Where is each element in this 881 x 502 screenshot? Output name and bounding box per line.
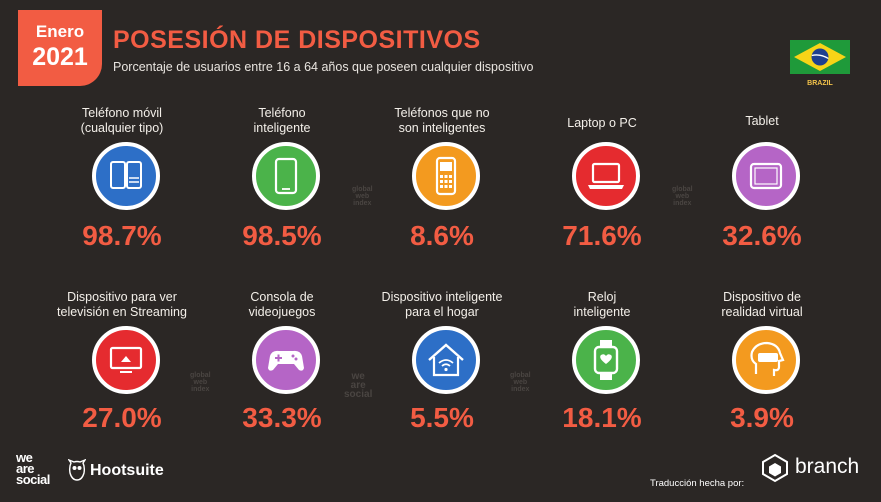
- device-label: Dispositivo inteligente para el hogar: [367, 290, 517, 320]
- hootsuite-logo: Hootsuite: [90, 462, 164, 480]
- country-label: BRAZIL: [790, 80, 850, 87]
- device-value: 8.6%: [367, 220, 517, 252]
- device-value: 71.6%: [527, 220, 677, 252]
- device-value: 18.1%: [527, 402, 677, 434]
- device-label: Consola de videojuegos: [207, 290, 357, 320]
- device-label: Teléfono móvil (cualquier tipo): [47, 106, 197, 136]
- smartwatch-icon: [572, 326, 640, 394]
- mobile-phones-icon: [92, 142, 160, 210]
- device-item-laptop: Laptop o PC 71.6%: [527, 106, 677, 256]
- vr-headset-icon: [732, 326, 800, 394]
- hootsuite-owl-icon: [68, 459, 86, 481]
- device-label: Dispositivo de realidad virtual: [687, 290, 837, 320]
- streaming-tv-icon: [92, 326, 160, 394]
- page-title: POSESIÓN DE DISPOSITIVOS: [113, 26, 481, 55]
- device-item-vr: Dispositivo de realidad virtual 3.9%: [687, 290, 837, 440]
- credit-text: Traducción hecha por:: [650, 478, 744, 489]
- device-item-smartphone: Teléfono inteligente 98.5%: [207, 106, 357, 256]
- branch-logo-icon: [760, 453, 790, 483]
- watermark-was: we are social: [344, 372, 372, 399]
- brazil-flag-icon: [790, 40, 850, 74]
- device-value: 98.7%: [47, 220, 197, 252]
- device-label: Teléfono inteligente: [207, 106, 357, 136]
- device-value: 27.0%: [47, 402, 197, 434]
- device-value: 33.3%: [207, 402, 357, 434]
- device-label: Tablet: [687, 114, 837, 129]
- device-value: 98.5%: [207, 220, 357, 252]
- device-value: 5.5%: [367, 402, 517, 434]
- device-label: Dispositivo para ver televisión en Strea…: [47, 290, 197, 320]
- smartphone-icon: [252, 142, 320, 210]
- watermark-gwi: global web index: [190, 372, 211, 393]
- device-item-tablet: Tablet 32.6%: [687, 106, 837, 256]
- smart-home-icon: [412, 326, 480, 394]
- branch-logo: branch: [795, 455, 859, 479]
- device-item-streaming: Dispositivo para ver televisión en Strea…: [47, 290, 197, 440]
- device-item-feature-phone: Teléfonos que no son inteligentes 8.6%: [367, 106, 517, 256]
- device-item-smart-home: Dispositivo inteligente para el hogar 5.…: [367, 290, 517, 440]
- laptop-icon: [572, 142, 640, 210]
- device-item-console: Consola de videojuegos 33.3%: [207, 290, 357, 440]
- watermark-gwi: global web index: [672, 186, 693, 207]
- watermark-gwi: global web index: [352, 186, 373, 207]
- game-controller-icon: [252, 326, 320, 394]
- watermark-gwi: global web index: [510, 372, 531, 393]
- device-label: Teléfonos que no son inteligentes: [367, 106, 517, 136]
- date-badge: Enero 2021: [18, 10, 102, 86]
- device-value: 3.9%: [687, 402, 837, 434]
- device-label: Laptop o PC: [527, 116, 677, 131]
- we-are-social-logo: we are social: [16, 452, 50, 485]
- device-value: 32.6%: [687, 220, 837, 252]
- date-month: Enero: [18, 22, 102, 42]
- date-year: 2021: [18, 43, 102, 72]
- page-subtitle: Porcentaje de usuarios entre 16 a 64 año…: [113, 60, 533, 74]
- device-label: Reloj inteligente: [527, 290, 677, 320]
- tablet-icon: [732, 142, 800, 210]
- device-item-mobile: Teléfono móvil (cualquier tipo) 98.7%: [47, 106, 197, 256]
- device-item-smartwatch: Reloj inteligente 18.1%: [527, 290, 677, 440]
- feature-phone-icon: [412, 142, 480, 210]
